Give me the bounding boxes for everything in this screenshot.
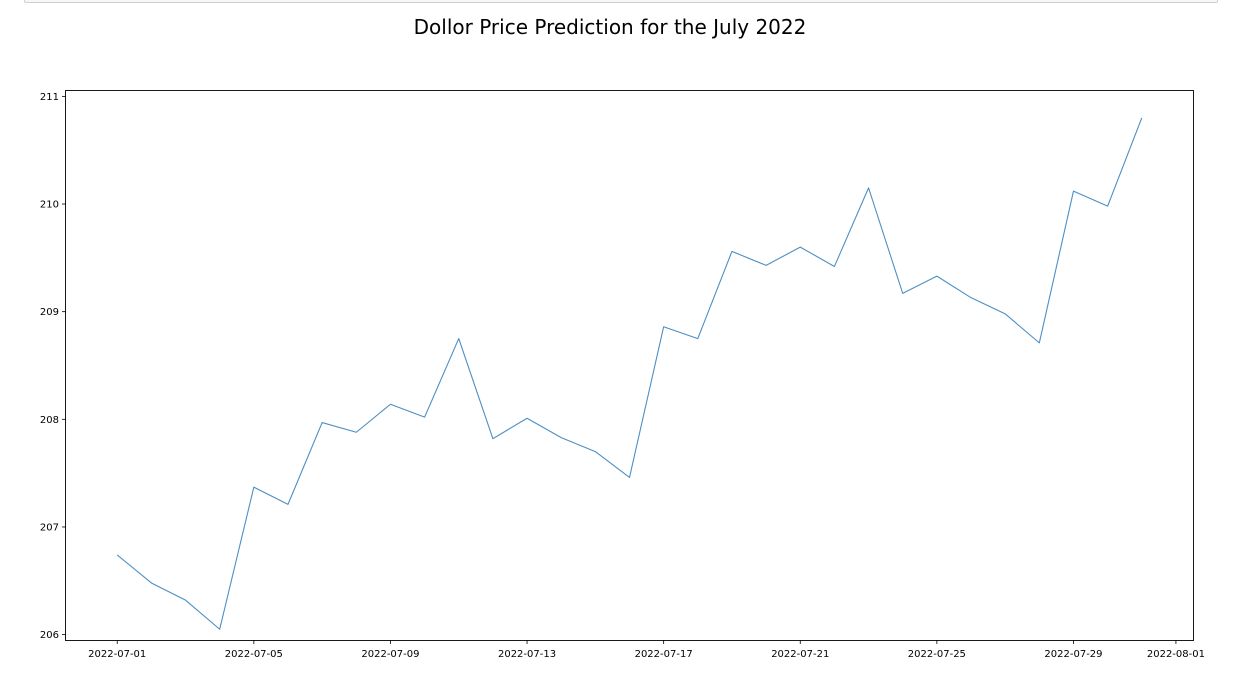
series-line: [116, 117, 1143, 630]
data-point: [867, 186, 871, 190]
chart-title: Dollor Price Prediction for the July 202…: [413, 15, 807, 39]
data-point: [559, 436, 563, 440]
data-point: [935, 274, 939, 278]
data-point: [798, 245, 802, 249]
plot-area-frame: [65, 90, 1194, 641]
x-tick-label: 2022-08-01: [1147, 649, 1205, 660]
data-point: [525, 416, 529, 420]
data-point: [730, 249, 734, 253]
data-point: [696, 337, 700, 341]
data-point: [286, 502, 290, 506]
data-point: [320, 421, 324, 425]
data-point: [593, 450, 597, 454]
data-point: [457, 337, 461, 341]
data-point: [1140, 116, 1144, 120]
data-point: [832, 264, 836, 268]
data-point: [1106, 204, 1110, 208]
data-point: [901, 291, 905, 295]
x-tick-label: 2022-07-17: [635, 649, 693, 660]
x-tick-label: 2022-07-13: [498, 649, 556, 660]
data-point: [764, 263, 768, 267]
data-point: [149, 581, 153, 585]
x-tick-label: 2022-07-09: [361, 649, 419, 660]
x-tick-label: 2022-07-21: [771, 649, 829, 660]
data-point: [184, 598, 188, 602]
data-point: [1037, 341, 1041, 345]
x-tick-label: 2022-07-05: [225, 649, 283, 660]
y-tick-label: 207: [40, 522, 59, 533]
y-tick-label: 209: [40, 307, 59, 318]
y-tick-label: 210: [40, 200, 59, 211]
data-point: [423, 415, 427, 419]
data-point: [218, 627, 222, 631]
y-tick-label: 208: [40, 415, 59, 426]
data-point: [662, 325, 666, 329]
x-tick-label: 2022-07-29: [1044, 649, 1102, 660]
x-tick-label: 2022-07-25: [908, 649, 966, 660]
y-tick-label: 211: [40, 92, 59, 103]
data-point: [969, 296, 973, 300]
data-point: [491, 437, 495, 441]
data-point: [115, 553, 119, 557]
data-point: [252, 485, 256, 489]
x-tick-label: 2022-07-01: [88, 649, 146, 660]
y-axis: 206 207 208 209 210 211: [40, 92, 66, 641]
data-point: [388, 402, 392, 406]
data-point: [1071, 189, 1075, 193]
data-point: [1003, 312, 1007, 316]
x-axis: 2022-07-01 2022-07-05 2022-07-09 2022-07-13…: [88, 640, 1205, 660]
y-tick-label: 206: [40, 630, 59, 641]
data-point: [628, 475, 632, 479]
notebook-cell-border: [24, 0, 1218, 3]
data-point: [354, 430, 358, 434]
